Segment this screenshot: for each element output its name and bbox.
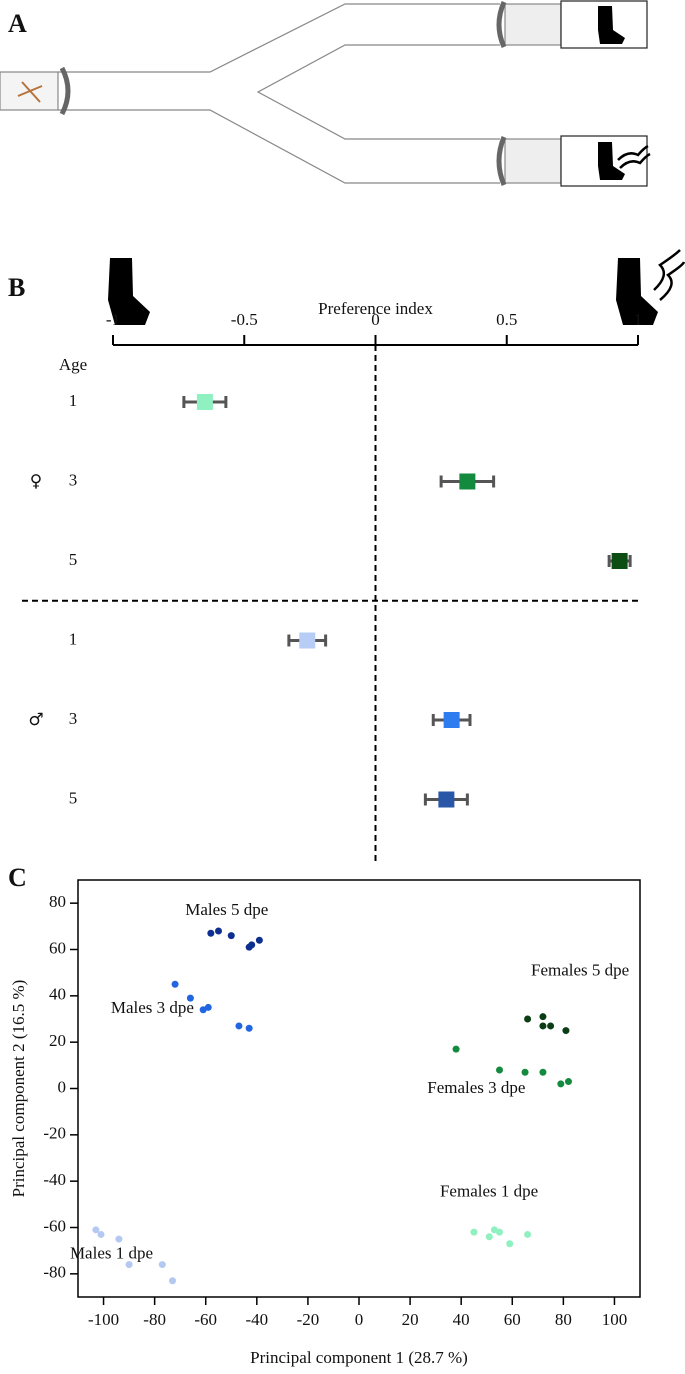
x-tick-label: 0.5 — [496, 310, 517, 329]
point — [539, 1068, 547, 1076]
y-tick-label: 80 — [49, 892, 66, 911]
group-label: ♀ — [30, 472, 42, 492]
x-tick-label: 80 — [555, 1310, 572, 1329]
category-label: 1 — [69, 629, 78, 648]
y-axis-title: Principal component 2 (16.5 %) — [9, 980, 28, 1198]
category-label: 5 — [69, 788, 78, 807]
y-tick-label: 20 — [49, 1031, 66, 1050]
point — [215, 927, 222, 935]
marker — [299, 632, 316, 649]
point — [92, 1226, 100, 1234]
y-maze — [0, 0, 648, 187]
point — [255, 936, 263, 944]
x-tick-label: 20 — [402, 1310, 419, 1329]
point — [248, 941, 256, 949]
marker — [196, 394, 213, 410]
point — [452, 1045, 460, 1053]
foot-icon — [108, 6, 658, 325]
point — [97, 1230, 105, 1238]
preference-chart: Preference index Age -1 -0.5 0 0.5 1 1 3 5 ♀ 1 3 5 ♂ — [22, 299, 643, 865]
marker — [611, 553, 628, 569]
pca-chart: -100 -80 -60 -40 -20 0 20 40 60 80 100 -80 -60 -40 -20… — [9, 879, 641, 1367]
cluster-label: Females 1 dpe — [440, 1182, 538, 1201]
x-tick-label: 40 — [453, 1310, 470, 1329]
point — [207, 929, 215, 937]
point — [539, 1013, 547, 1021]
y-tick-label: 40 — [49, 985, 66, 1004]
point — [557, 1080, 565, 1088]
x-tick-label: 1 — [634, 310, 643, 329]
point — [562, 1027, 570, 1035]
point — [496, 1228, 503, 1236]
x-tick-label: 0 — [355, 1310, 364, 1329]
x-tick-label: -100 — [88, 1310, 119, 1329]
panel-label: A — [8, 9, 27, 38]
cluster-label: Females 5 dpe — [531, 961, 629, 980]
marker — [438, 791, 455, 808]
x-tick-label: 0 — [371, 310, 380, 329]
marker — [443, 712, 460, 728]
x-tick-label: -0.5 — [231, 310, 258, 329]
point — [115, 1235, 123, 1243]
category-axis-title: Age — [59, 355, 87, 374]
category-label: 3 — [69, 470, 78, 489]
point — [485, 1233, 493, 1241]
cluster-label: Females 3 dpe — [427, 1078, 525, 1097]
y-tick-label: -80 — [43, 1263, 66, 1282]
x-tick-label: -40 — [245, 1310, 268, 1329]
plot-frame — [77, 879, 641, 1298]
point — [171, 980, 179, 988]
point — [245, 1024, 253, 1032]
y-tick-label: -60 — [43, 1216, 66, 1235]
category-label: 1 — [69, 391, 78, 410]
y-tick-label: -20 — [43, 1124, 66, 1143]
point — [506, 1240, 514, 1248]
x-tick-label: 100 — [602, 1310, 628, 1329]
x-axis-title: Preference index — [318, 299, 433, 318]
x-tick-label: -20 — [297, 1310, 320, 1329]
point — [204, 1003, 212, 1011]
cluster-label: Males 1 dpe — [70, 1244, 153, 1263]
point — [564, 1078, 572, 1086]
point — [169, 1277, 177, 1285]
x-axis-title: Principal component 1 (28.7 %) — [250, 1348, 468, 1367]
point — [158, 1261, 166, 1269]
y-tick-label: -40 — [43, 1170, 66, 1189]
odor-waves — [617, 144, 685, 301]
y-tick-label: 60 — [49, 938, 66, 957]
point — [186, 994, 194, 1002]
point — [524, 1015, 532, 1023]
y-tick-label: 0 — [58, 1077, 67, 1096]
point — [539, 1022, 547, 1030]
panel-label: C — [8, 863, 27, 892]
x-tick-label: -60 — [194, 1310, 217, 1329]
x-tick-label: -1 — [106, 310, 120, 329]
category-label: 3 — [69, 709, 78, 728]
marker — [459, 473, 476, 490]
point — [227, 932, 235, 940]
cluster-label: Males 5 dpe — [185, 900, 268, 919]
cluster-label: Males 3 dpe — [111, 998, 194, 1017]
x-tick-label: 60 — [504, 1310, 521, 1329]
point — [496, 1066, 503, 1074]
point — [470, 1228, 478, 1236]
point — [521, 1068, 529, 1076]
group-label: ♂ — [28, 710, 43, 730]
point — [524, 1230, 532, 1238]
point — [547, 1022, 555, 1030]
category-label: 5 — [69, 550, 78, 569]
panel-label: B — [8, 273, 25, 302]
point — [125, 1261, 133, 1269]
x-tick-label: -80 — [143, 1310, 166, 1329]
point — [235, 1022, 243, 1030]
